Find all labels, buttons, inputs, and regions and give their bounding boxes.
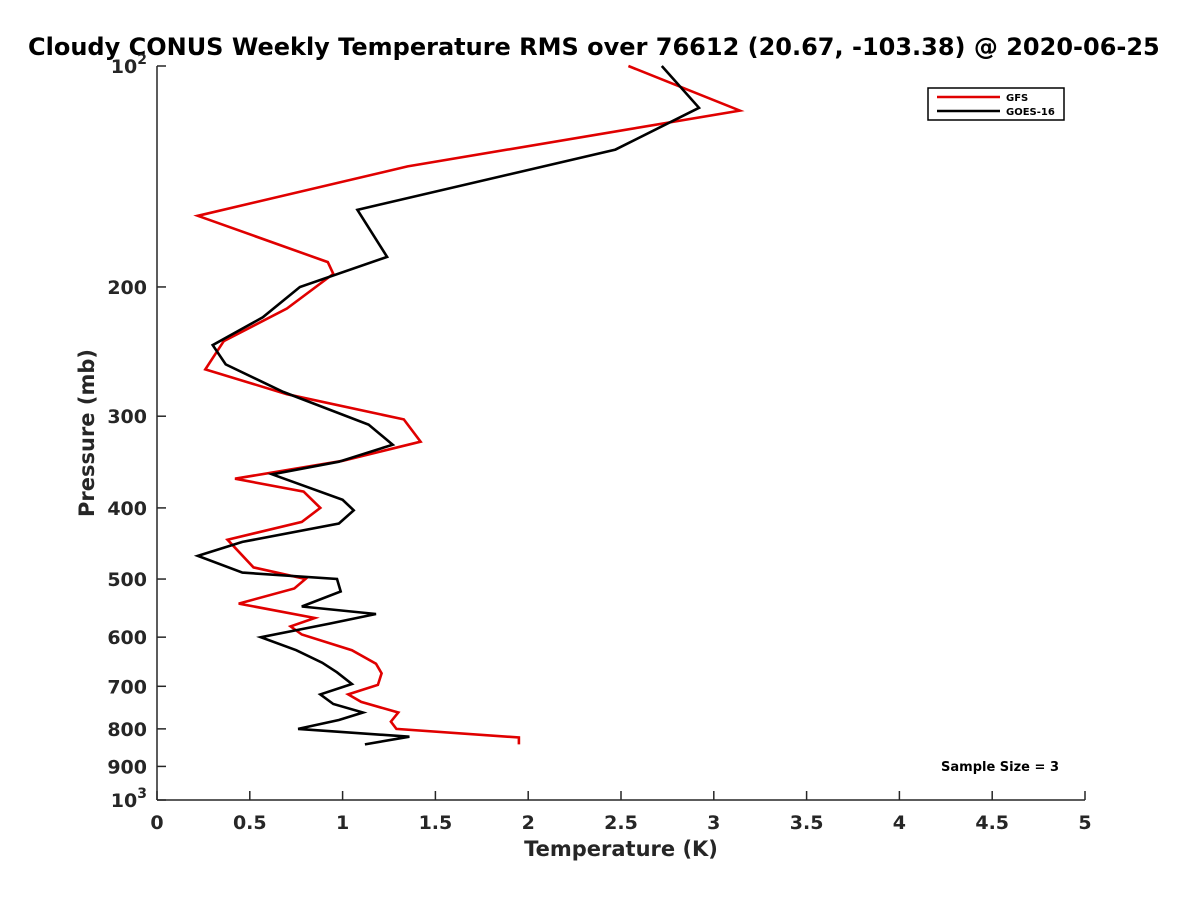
y-tick-exponent: 2 [137,52,147,68]
x-tick-label: 5 [1078,812,1091,834]
y-tick-base: 10 [111,56,137,78]
y-tick-base: 200 [107,277,147,299]
y-axis-label: Pressure (mb) [75,349,99,517]
y-tick-label: 500 [107,569,147,591]
x-axis-label: Temperature (K) [524,837,718,861]
series-line-goes-16 [193,65,702,746]
sample-size-note: Sample Size = 3 [941,760,1059,775]
y-tick-base: 500 [107,569,147,591]
y-tick-base: 300 [107,406,147,428]
x-tick-label: 3.5 [790,812,824,834]
plot-area [193,64,745,746]
legend-box [927,87,1065,121]
chart-title: Cloudy CONUS Weekly Temperature RMS over… [28,33,1160,61]
y-tick-label: 800 [107,719,147,741]
y-tick-base: 400 [107,498,147,520]
x-tick-label: 4 [893,812,906,834]
y-tick-base: 600 [107,627,147,649]
y-tick-base: 800 [107,719,147,741]
y-tick-base: 10 [111,790,137,812]
x-tick-label: 2.5 [604,812,638,834]
x-tick-label: 1.5 [419,812,453,834]
y-tick-label: 102 [111,52,147,78]
x-tick-label: 3 [707,812,720,834]
x-tick-label: 1 [336,812,349,834]
y-tick-label: 300 [107,406,147,428]
legend-label: GOES-16 [1006,107,1055,118]
x-tick-label: 4.5 [975,812,1009,834]
y-tick-label: 900 [107,756,147,778]
y-tick-label: 400 [107,498,147,520]
x-tick-label: 2 [522,812,535,834]
axes: 0 0.5 1 1.5 2 2.5 3 3.5 4 4.5 51022003004005006007… [107,52,1091,834]
y-tick-label: 600 [107,627,147,649]
legend-label: GFS [1006,93,1028,104]
y-tick-exponent: 3 [137,786,147,802]
y-tick-label: 103 [111,786,147,812]
y-tick-label: 200 [107,277,147,299]
x-tick-label: 0 [150,812,163,834]
y-tick-base: 700 [107,676,147,698]
series-line-gfs [193,64,745,745]
y-tick-base: 900 [107,756,147,778]
x-tick-label: 0.5 [233,812,267,834]
y-tick-label: 700 [107,676,147,698]
legend: GFS GOES-16 [927,87,1065,121]
